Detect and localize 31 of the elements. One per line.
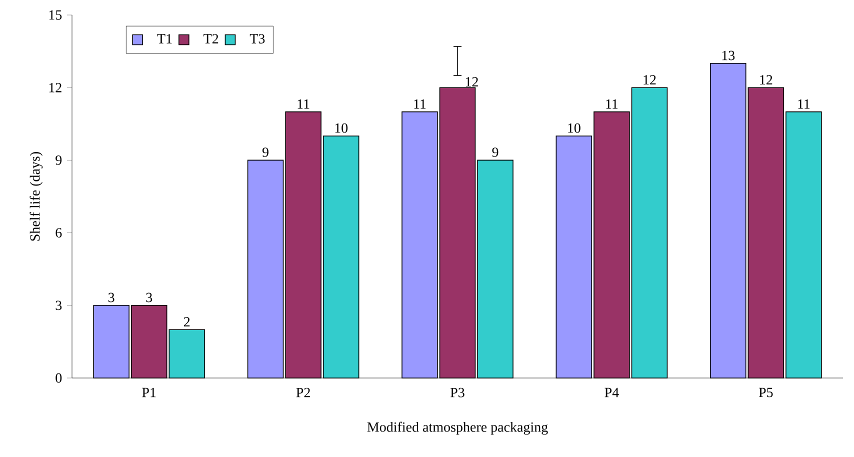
data-label: 10 (568, 123, 580, 133)
data-label: 3 (108, 292, 114, 302)
x-axis-title: Modified atmosphere packaging (367, 422, 548, 435)
x-tick-label: P2 (296, 388, 310, 398)
y-tick-label: 0 (56, 373, 62, 383)
data-label: 9 (492, 148, 498, 158)
y-tick-label: 3 (56, 300, 62, 310)
data-label: 11 (606, 99, 618, 109)
data-label: 11 (414, 99, 426, 109)
data-label: 2 (184, 317, 190, 326)
data-label: 12 (644, 75, 656, 84)
data-label: 10 (335, 123, 348, 133)
legend-label: T3 (250, 34, 265, 44)
legend-label: T2 (204, 34, 218, 44)
y-tick-label: 12 (49, 82, 62, 92)
data-label: 13 (722, 50, 735, 60)
y-axis-title: Shelf life (days) (30, 152, 43, 241)
x-tick-label: P4 (604, 388, 619, 398)
data-label: 11 (298, 99, 310, 109)
y-tick-label: 9 (56, 156, 62, 165)
data-label: 3 (146, 292, 152, 302)
x-tick-label: P1 (142, 388, 156, 398)
y-tick-label: 6 (56, 228, 62, 238)
legend-label: T1 (157, 34, 172, 44)
data-label: 9 (262, 148, 268, 158)
data-label: 12 (466, 77, 478, 86)
data-label: 12 (760, 75, 772, 84)
data-label: 11 (798, 99, 810, 109)
x-tick-label: P5 (758, 388, 773, 398)
x-tick-label: P3 (450, 388, 464, 398)
y-tick-label: 15 (49, 10, 62, 20)
